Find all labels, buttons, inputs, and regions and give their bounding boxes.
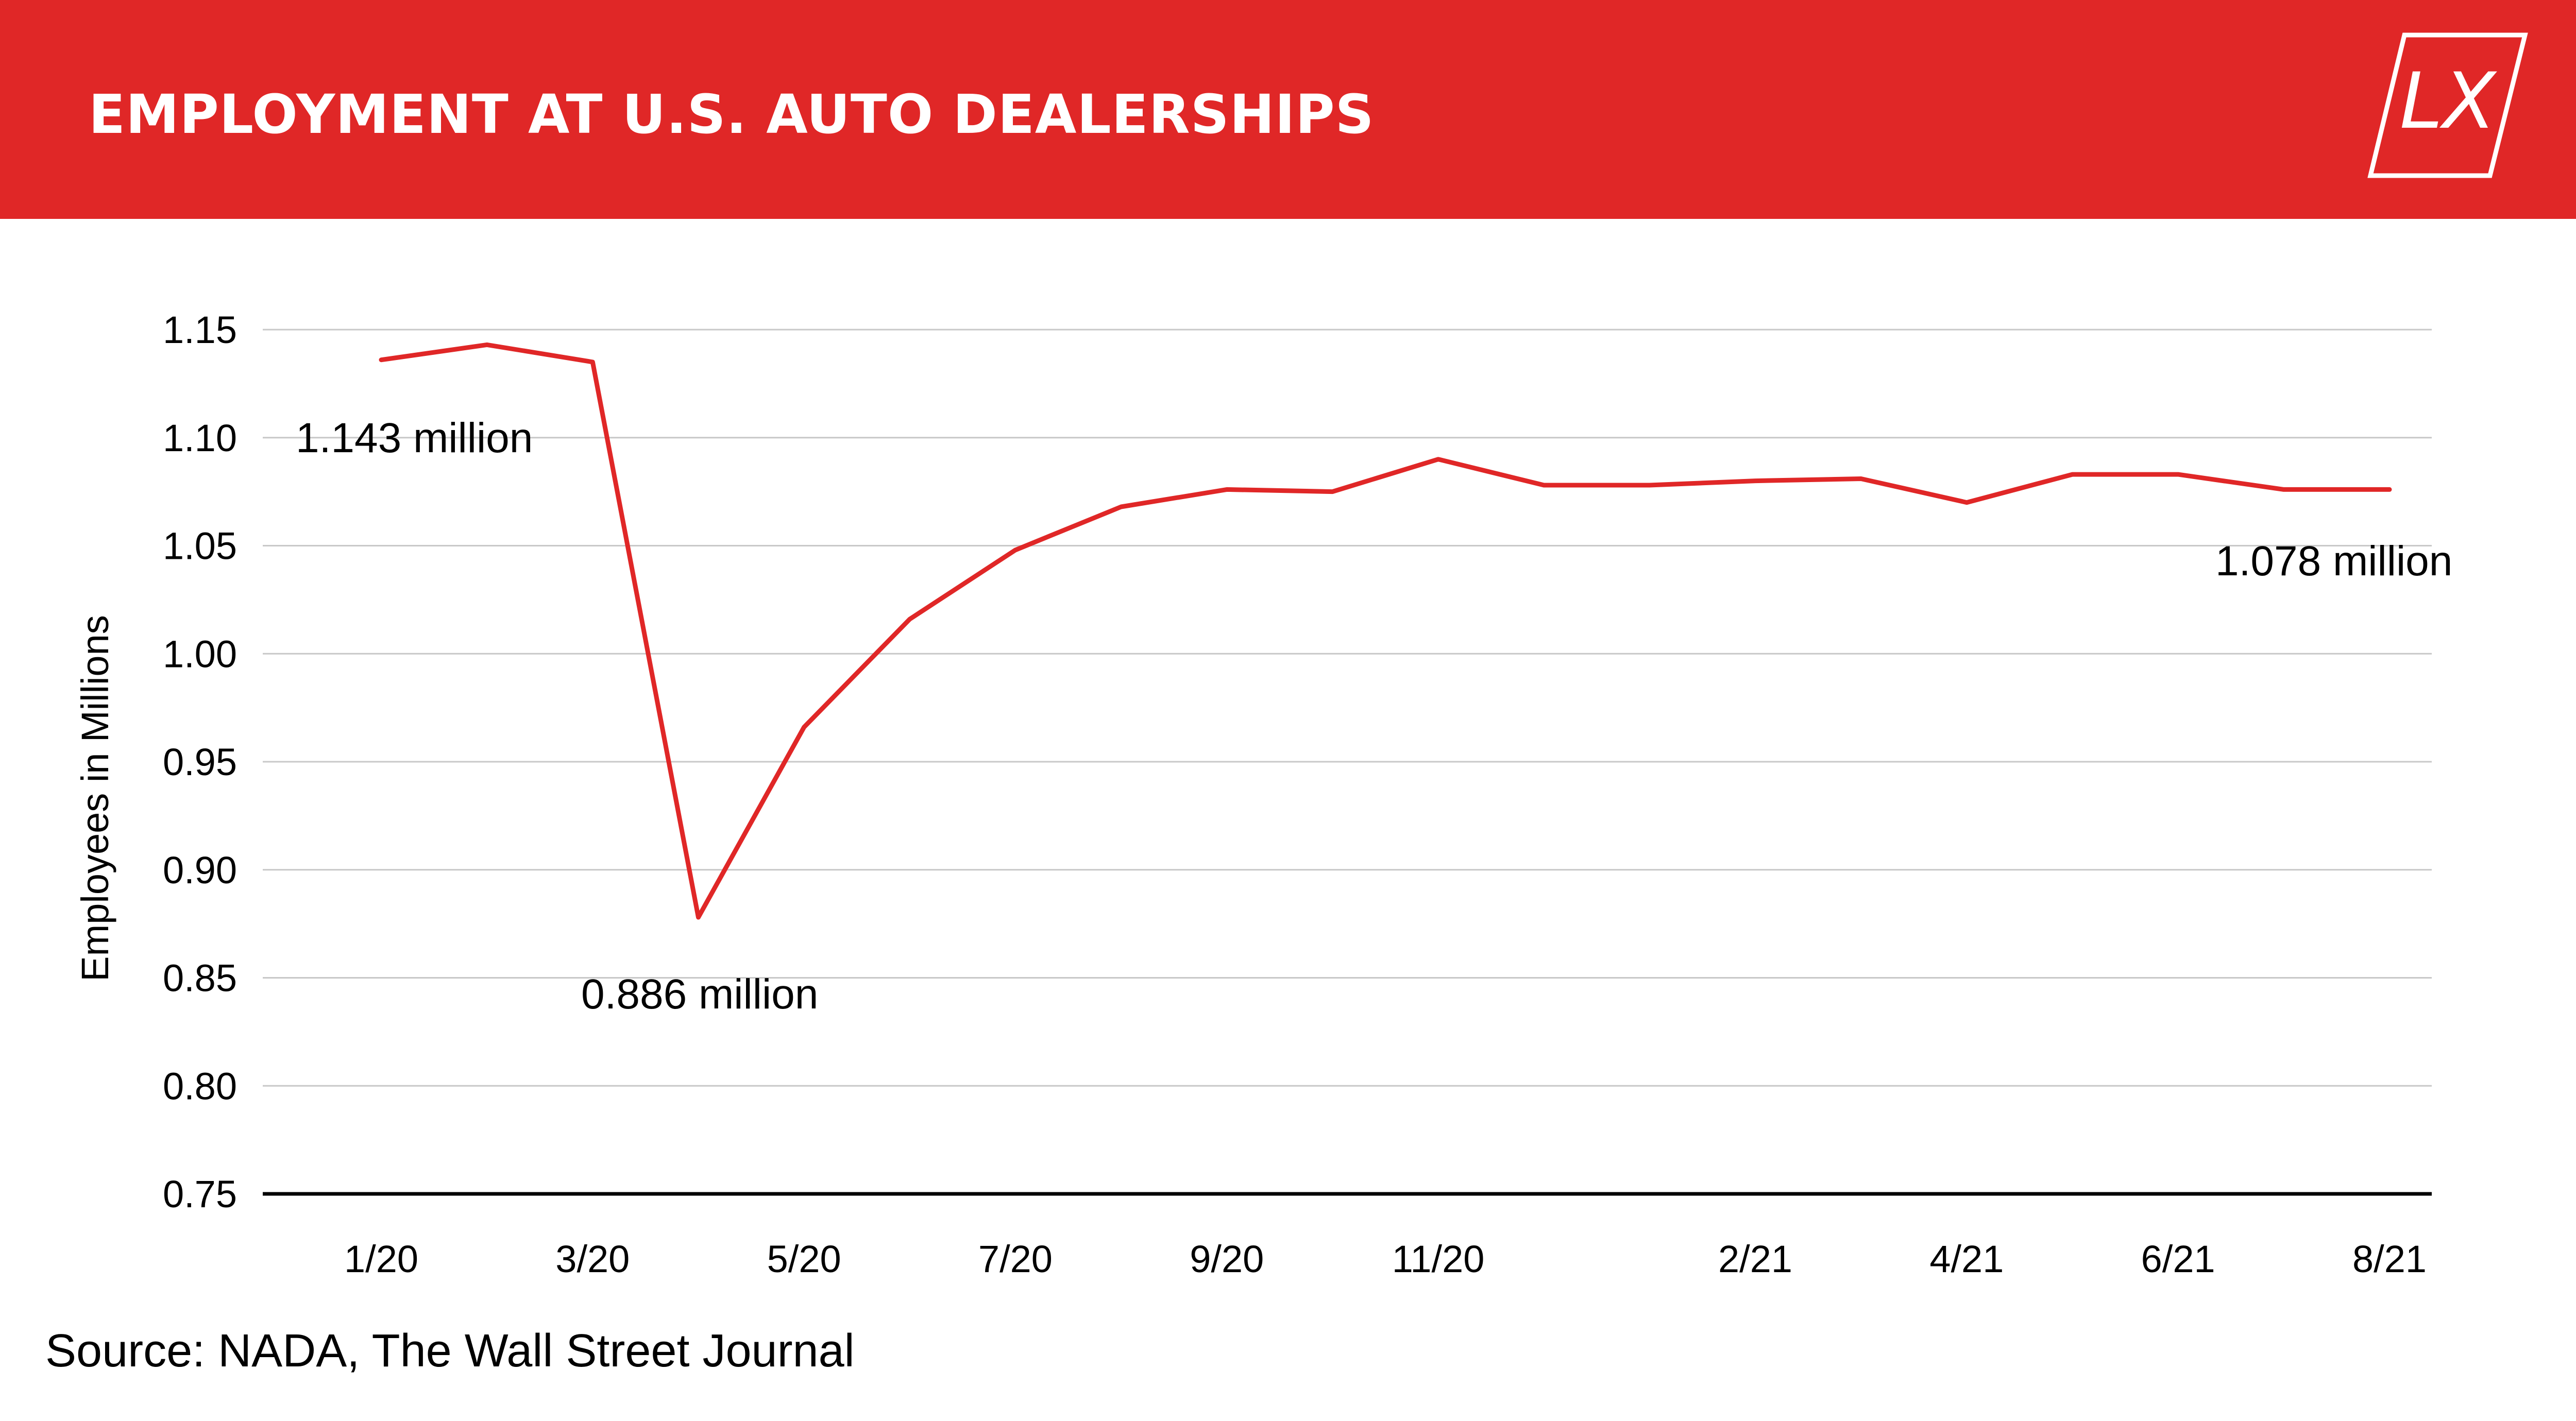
data-annotation: 1.078 million <box>2215 538 2452 585</box>
line-chart: Employees in Millions 0.75 0.80 0.85 0.90 0.… <box>74 309 2452 1280</box>
x-tick-label: 3/20 <box>555 1238 630 1280</box>
data-annotation: 0.886 million <box>581 971 818 1018</box>
annotations: 1.143 million 0.886 million 1.078 million <box>296 415 2452 1018</box>
y-tick-label: 1.00 <box>163 632 237 675</box>
y-tick-label: 1.10 <box>163 417 237 459</box>
y-tick-label: 0.90 <box>163 849 237 892</box>
x-tick-label: 8/21 <box>2352 1238 2427 1280</box>
series <box>379 342 2392 920</box>
logo-text: LX <box>2400 57 2498 146</box>
x-axis: 1/20 3/20 5/20 7/20 9/20 11/20 2/21 4/21 6/21 8/2… <box>263 1192 2432 1280</box>
source-note: Source: NADA, The Wall Street Journal <box>45 1325 855 1377</box>
chart-title: EMPLOYMENT AT U.S. AUTO DEALERSHIPS <box>89 83 1375 146</box>
x-tick-label: 2/21 <box>1718 1238 1792 1280</box>
y-tick-label: 0.75 <box>163 1173 237 1215</box>
y-tick-label: 0.80 <box>163 1065 237 1107</box>
gridlines <box>263 329 2432 1087</box>
data-annotation: 1.143 million <box>296 415 533 461</box>
lx-logo: LX <box>2367 32 2528 179</box>
x-tick-label: 9/20 <box>1190 1238 1264 1280</box>
lx-logo-icon: LX <box>2367 32 2528 178</box>
y-axis-label: Employees in Millions <box>74 615 116 982</box>
y-tick-label: 1.05 <box>163 525 237 568</box>
y-axis: Employees in Millions 0.75 0.80 0.85 0.90 0.… <box>74 309 237 1215</box>
employment-series-line <box>379 342 2392 920</box>
y-tick-label: 0.95 <box>163 741 237 783</box>
x-tick-label: 1/20 <box>344 1238 418 1280</box>
y-tick-label: 1.15 <box>163 309 237 351</box>
y-tick-label: 0.85 <box>163 957 237 1000</box>
x-tick-label: 4/21 <box>1929 1238 2004 1280</box>
x-tick-label: 5/20 <box>767 1238 841 1280</box>
x-tick-label: 6/21 <box>2141 1238 2215 1280</box>
x-tick-label: 11/20 <box>1392 1238 1485 1280</box>
header-banner: EMPLOYMENT AT U.S. AUTO DEALERSHIPS LX <box>0 0 2576 219</box>
x-tick-label: 7/20 <box>978 1238 1053 1280</box>
